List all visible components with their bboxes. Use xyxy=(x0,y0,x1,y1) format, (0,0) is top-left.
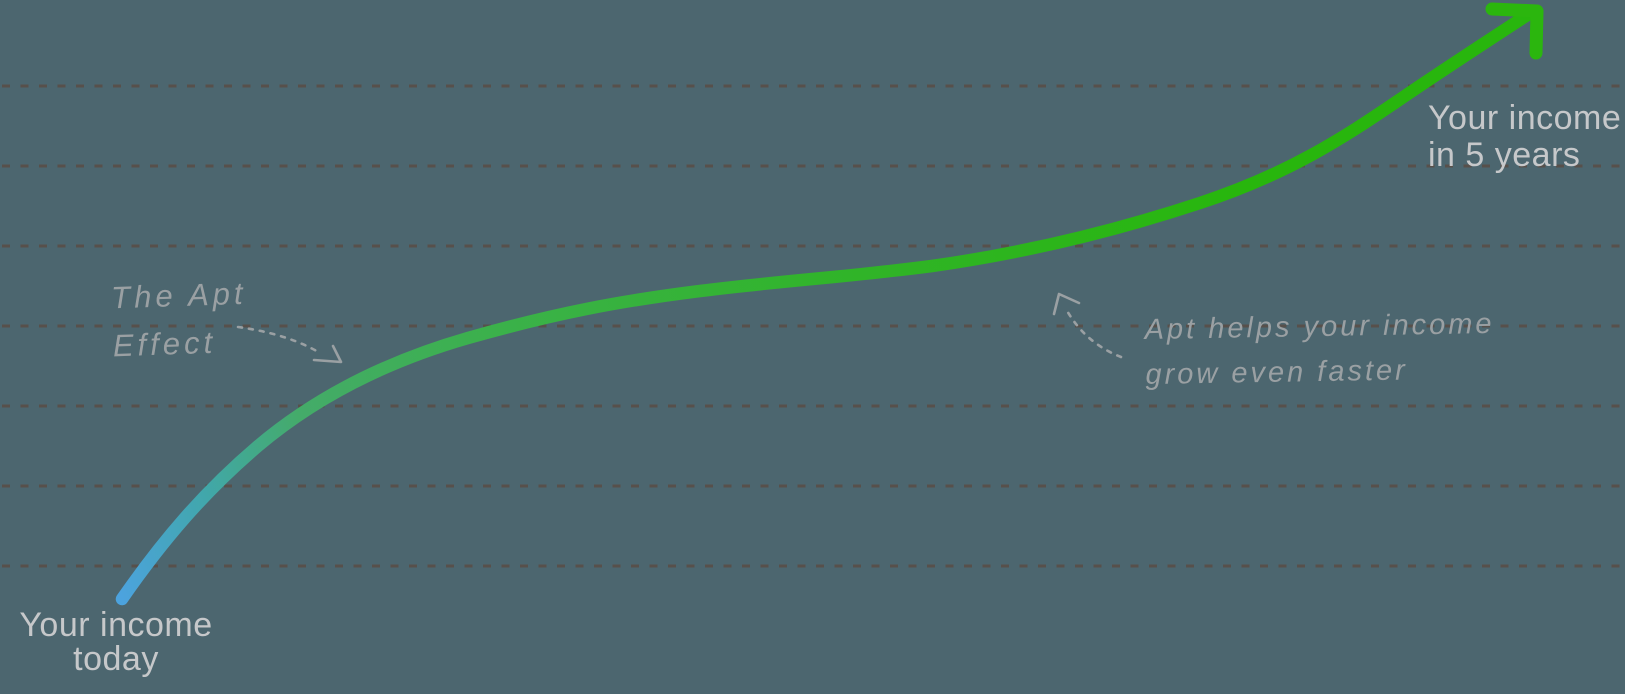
label-income-today-line1: Your income xyxy=(19,606,213,644)
label-income-in-5-years-line2: in 5 years xyxy=(1428,136,1581,174)
apt-effect-dashed-arrow xyxy=(236,325,322,355)
label-income-today: Your income today xyxy=(8,608,224,676)
label-income-in-5-years-line1: Your income xyxy=(1428,99,1622,137)
income-curve xyxy=(115,5,1539,606)
growth-arrowhead-icon xyxy=(1485,2,1544,60)
dotted-gridlines xyxy=(2,84,1623,568)
label-income-in-5-years: Your income in 5 years xyxy=(1428,100,1621,174)
annotation-apt-helps-income-line1: Apt helps your income xyxy=(1144,307,1495,347)
apt-helps-arrowhead-icon xyxy=(1052,292,1081,316)
apt-effect-arrowhead-icon xyxy=(312,344,343,364)
annotation-the-apt-effect: The Apt Effect xyxy=(110,270,249,371)
annotation-apt-helps-income: Apt helps your income grow even faster xyxy=(1144,302,1495,398)
annotation-the-apt-effect-line2: Effect xyxy=(112,324,217,364)
label-income-today-line2: today xyxy=(73,640,159,678)
annotation-apt-helps-income-line2: grow even faster xyxy=(1145,354,1409,392)
annotation-the-apt-effect-line1: The Apt xyxy=(110,275,248,316)
apt-helps-dashed-arrow xyxy=(1064,307,1123,359)
